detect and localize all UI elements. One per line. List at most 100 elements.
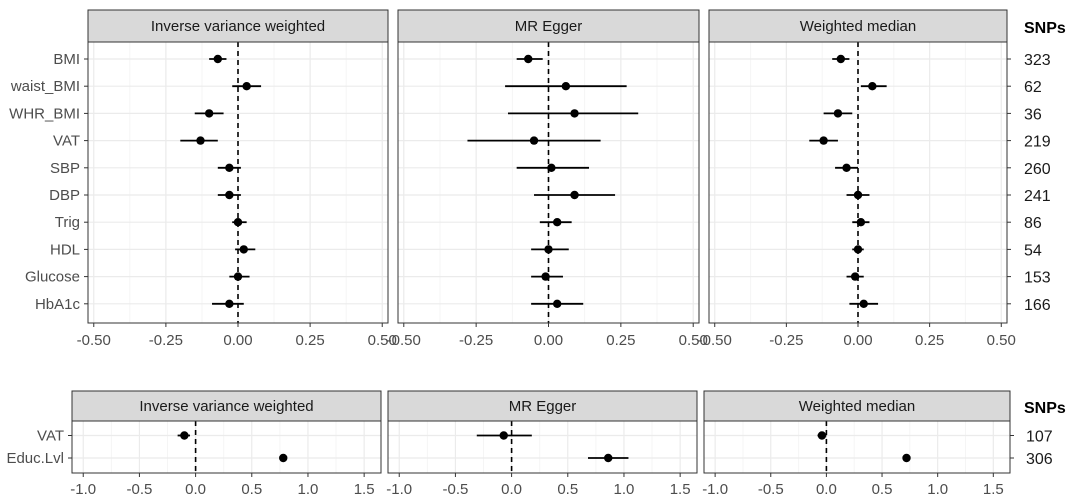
chart0-panel1-point-HbA1c xyxy=(552,299,562,308)
chart0-panel0-border xyxy=(87,41,389,324)
chart1-panel1-background xyxy=(388,421,697,473)
chart0-panel0-x-tick-label: -0.50 xyxy=(77,332,111,349)
chart1-panel2-x-tick-label: 0.0 xyxy=(816,481,837,498)
chart1-panel1-point-Educ.Lvl xyxy=(604,453,613,463)
chart0-panel0-point-VAT xyxy=(196,136,205,145)
chart1-panel1-strip xyxy=(387,390,698,422)
chart1-panel0-strip xyxy=(71,390,382,422)
chart1-panel1-strip-label: MR Egger xyxy=(509,398,577,415)
chart1-panel0-background xyxy=(72,421,381,473)
chart0-panel2-strip-label: Weighted median xyxy=(800,18,916,35)
chart0-panel0-strip xyxy=(87,9,389,43)
chart1-panel0-x-tick-label: -0.5 xyxy=(126,481,152,498)
chart0-panel0-point-waist_BMI xyxy=(242,82,251,91)
chart1-panel2-strip xyxy=(703,390,1011,422)
chart0-row-label-Glucose: Glucose xyxy=(25,269,80,286)
chart0-panel0-x-tick-label: 0.00 xyxy=(223,332,252,349)
chart0-panel0-point-BMI xyxy=(213,54,223,64)
chart0-panel2-point-BMI xyxy=(836,54,846,64)
chart0-snp-count-Glucose: 153 xyxy=(1024,270,1051,287)
chart0-row-label-waist_BMI: waist_BMI xyxy=(10,78,80,95)
chart0-row-label-HDL: HDL xyxy=(50,241,80,258)
chart0-panel2-x-tick-label: 0.00 xyxy=(843,332,872,349)
chart1-panel2-strip-label: Weighted median xyxy=(799,398,915,415)
chart0-panel2-border xyxy=(708,41,1008,324)
chart0-row-label-HbA1c: HbA1c xyxy=(35,296,81,313)
chart1-panel0-x-tick-label: 1.5 xyxy=(354,481,375,498)
chart0-row-label-WHR_BMI: WHR_BMI xyxy=(9,105,80,122)
chart0-panel2-point-Glucose xyxy=(850,272,860,281)
chart0-panel2-strip xyxy=(708,9,1008,43)
chart0-panel1-point-SBP xyxy=(547,163,556,172)
chart1-panel0-x-tick-label: 0.0 xyxy=(185,481,206,498)
chart0-panel0-point-WHR_BMI xyxy=(204,109,214,118)
chart1-panel1-x-tick-label: -0.5 xyxy=(442,481,468,498)
chart1-panel0-border xyxy=(71,420,382,474)
chart0-snp-count-DBP: 241 xyxy=(1024,188,1051,205)
chart0-panel2-point-DBP xyxy=(853,190,863,200)
chart0-panel0-x-tick-label: -0.25 xyxy=(149,332,183,349)
chart1-panel2-point-VAT xyxy=(817,431,827,440)
chart0-snp-count-BMI: 323 xyxy=(1024,52,1051,69)
chart0-panel1-x-tick-label: -0.25 xyxy=(459,332,493,349)
chart1-panel1-border xyxy=(387,420,698,474)
chart0-panel2-point-WHR_BMI xyxy=(833,109,843,118)
chart1-panel2-x-tick-label: 0.5 xyxy=(872,481,893,498)
chart0-panel1-point-HDL xyxy=(544,245,553,254)
chart1-panel1-point-VAT xyxy=(499,431,508,440)
chart1-row-label-VAT: VAT xyxy=(37,428,64,445)
chart1-panel1-x-tick-label: 0.0 xyxy=(501,481,522,498)
chart0-panel2-x-tick-label: -0.50 xyxy=(698,332,732,349)
chart1-panel2-background xyxy=(704,421,1010,473)
chart0-panel1-point-Trig xyxy=(552,218,562,227)
chart1-panel2-x-tick-label: 1.0 xyxy=(927,481,948,498)
chart0-panel1-point-waist_BMI xyxy=(561,82,571,91)
chart1-panel2-x-tick-label: -1.0 xyxy=(702,481,728,498)
chart0-panel0-x-tick-label: 0.50 xyxy=(368,332,397,349)
chart0-snp-count-WHR_BMI: 36 xyxy=(1024,106,1042,123)
chart0-panel0-x-tick-label: 0.25 xyxy=(296,332,325,349)
chart1-snp-count-VAT: 107 xyxy=(1026,429,1053,446)
chart0-panel1-x-tick-label: 0.25 xyxy=(606,332,635,349)
chart1-panel2-x-tick-label: -0.5 xyxy=(758,481,784,498)
chart0-panel2-point-waist_BMI xyxy=(868,82,877,91)
chart0-panel0-point-Trig xyxy=(233,218,243,227)
chart0-panel1-point-Glucose xyxy=(541,272,550,281)
chart0-panel2-point-HDL xyxy=(853,245,863,254)
chart0-panel2-point-VAT xyxy=(819,136,828,145)
chart0-snp-count-Trig: 86 xyxy=(1024,215,1042,232)
chart1-panel1-x-tick-label: 1.0 xyxy=(614,481,635,498)
chart0-panel1-point-VAT xyxy=(529,136,539,145)
chart1-panel2-x-tick-label: 1.5 xyxy=(983,481,1004,498)
chart0-panel1-x-tick-label: 0.50 xyxy=(679,332,708,349)
chart0-panel2-x-tick-label: 0.50 xyxy=(987,332,1016,349)
chart1-panel0-x-tick-label: 0.5 xyxy=(241,481,262,498)
chart0-panel0-point-HDL xyxy=(239,245,248,254)
chart0-panel1-border xyxy=(397,41,700,324)
chart1-panel2-point-Educ.Lvl xyxy=(902,453,911,463)
chart0-panel1-point-DBP xyxy=(570,190,579,200)
chart1-panel1-x-tick-label: 0.5 xyxy=(557,481,578,498)
chart0-panel1-x-tick-label: 0.00 xyxy=(534,332,563,349)
chart1-panel0-point-Educ.Lvl xyxy=(279,453,288,463)
chart1-panel2-border xyxy=(703,420,1011,474)
chart1-row-label-Educ.Lvl: Educ.Lvl xyxy=(6,450,64,467)
chart0-row-label-SBP: SBP xyxy=(50,160,80,177)
chart0-panel0-point-DBP xyxy=(225,190,234,200)
chart0-panel1-x-tick-label: -0.50 xyxy=(387,332,421,349)
chart0-panel0-point-HbA1c xyxy=(225,299,234,308)
chart0-panel0-point-SBP xyxy=(225,163,234,172)
chart0-snp-count-HbA1c: 166 xyxy=(1024,297,1051,314)
chart0-row-label-Trig: Trig xyxy=(55,214,80,231)
chart0-panel1-strip-label: MR Egger xyxy=(515,18,583,35)
chart1-panel1-x-tick-label: -1.0 xyxy=(386,481,412,498)
chart0-panel1-point-BMI xyxy=(524,54,533,64)
chart0-snps-title: SNPs xyxy=(1024,20,1066,37)
chart1-panel1-x-tick-label: 1.5 xyxy=(670,481,691,498)
chart0-snp-count-waist_BMI: 62 xyxy=(1024,79,1042,96)
chart1-panel0-x-tick-label: 1.0 xyxy=(298,481,319,498)
chart0-row-label-DBP: DBP xyxy=(49,187,80,204)
chart1-panel0-point-VAT xyxy=(180,431,189,440)
chart1-panel0-x-tick-label: -1.0 xyxy=(70,481,96,498)
